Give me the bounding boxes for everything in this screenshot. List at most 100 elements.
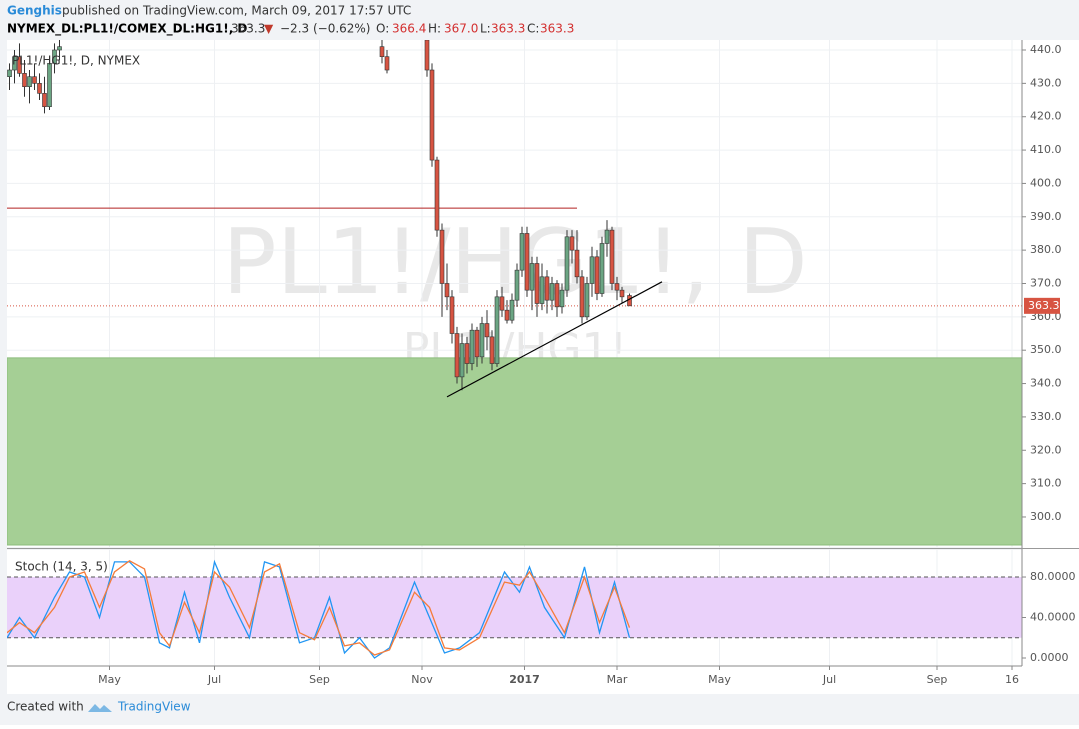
candle-body — [459, 343, 465, 378]
candle-body — [464, 343, 470, 364]
stoch-legend: Stoch (14, 3, 5) — [15, 560, 108, 574]
candle-body — [584, 283, 590, 318]
candle-body — [479, 323, 485, 358]
candle-body — [454, 333, 460, 378]
candle-body — [434, 159, 440, 231]
candle-body — [47, 63, 52, 108]
author[interactable]: Genghis — [7, 4, 62, 18]
candle-body — [544, 276, 550, 301]
h-label: H: — [428, 22, 441, 36]
x-tick-label: Mar — [607, 673, 628, 686]
last-price-label: 363.3 — [1028, 299, 1060, 312]
candle-body — [559, 289, 565, 308]
y-tick-label: 40.0000 — [1030, 611, 1076, 624]
candle-body — [614, 283, 620, 291]
stoch-line — [7, 560, 631, 656]
candle-body — [534, 263, 540, 304]
candle-body — [627, 295, 632, 307]
candle-body — [609, 229, 615, 284]
candle-body — [529, 263, 535, 291]
candle-body — [599, 243, 605, 294]
legend: PL1!/HG1!, D, NYMEX — [12, 54, 140, 68]
x-tick-label: 16 — [1005, 673, 1019, 686]
candle-body — [384, 56, 390, 71]
candle-body — [514, 269, 520, 301]
candle-body — [524, 233, 530, 291]
x-tick-label: May — [708, 673, 731, 686]
candle-body — [424, 40, 430, 71]
candle-body — [574, 249, 580, 278]
created-with: Created with — [7, 700, 84, 714]
candle-body — [519, 233, 525, 271]
candle-body — [7, 69, 12, 77]
arrow: ▼ — [264, 22, 274, 36]
candle-body — [509, 299, 515, 321]
candle-body — [27, 76, 32, 87]
candle-body — [37, 83, 42, 94]
candle-body — [444, 283, 450, 298]
candle-body — [499, 296, 505, 311]
o-label: O: — [376, 22, 389, 36]
logo — [88, 704, 112, 712]
y-tick-label: 420.0 — [1030, 110, 1062, 123]
x-tick-label: Nov — [411, 673, 433, 686]
y-tick-label: 340.0 — [1030, 377, 1062, 390]
y-tick-label: 0.0000 — [1030, 651, 1069, 664]
y-tick-label: 440.0 — [1030, 43, 1062, 56]
candle-body — [469, 329, 475, 364]
brand[interactable]: TradingView — [117, 700, 191, 714]
symbol: NYMEX_DL:PL1!/COMEX_DL:HG1!, D — [7, 22, 247, 37]
candle-body — [504, 309, 510, 321]
l-label: L: — [480, 22, 491, 36]
candle-body — [52, 49, 57, 64]
c-label: C: — [527, 22, 539, 36]
y-tick-label: 380.0 — [1030, 243, 1062, 256]
x-tick-label: Sep — [309, 673, 330, 686]
candle-body — [589, 256, 595, 284]
candle-body — [619, 289, 625, 298]
candle-body — [594, 256, 600, 294]
candle-body — [429, 69, 435, 161]
x-tick-label: Sep — [927, 673, 948, 686]
x-tick-label: 2017 — [509, 673, 540, 686]
candle-body — [42, 93, 47, 108]
candle-body — [57, 46, 62, 51]
y-tick-label: 300.0 — [1030, 510, 1062, 523]
price-axis — [1022, 40, 1079, 666]
y-tick-label: 310.0 — [1030, 477, 1062, 490]
y-tick-label: 370.0 — [1030, 276, 1062, 289]
candle-body — [579, 276, 585, 318]
candle-body — [554, 283, 560, 308]
candle-body — [484, 323, 490, 338]
l: 363.3 — [491, 22, 525, 36]
x-tick-label: Jul — [822, 673, 836, 686]
y-tick-label: 350.0 — [1030, 343, 1062, 356]
candle-body — [439, 229, 445, 284]
candle-body — [12, 56, 17, 71]
o: 366.4 — [392, 22, 426, 36]
trendline — [446, 281, 663, 398]
time-axis — [7, 666, 1079, 694]
candle-body — [449, 296, 455, 334]
candle-body — [32, 76, 37, 84]
y-tick-label: 430.0 — [1030, 76, 1062, 89]
change: −2.3 (−0.62%) — [280, 22, 371, 36]
candle-body — [22, 73, 27, 87]
candle-body — [549, 283, 555, 301]
x-tick-label: May — [98, 673, 121, 686]
stoch-clip — [7, 550, 1022, 666]
candle-body — [474, 329, 480, 358]
y-tick-label: 390.0 — [1030, 210, 1062, 223]
y-tick-label: 400.0 — [1030, 176, 1062, 189]
support-zone — [7, 357, 1022, 546]
candle-body — [539, 276, 545, 304]
y-tick-label: 80.0000 — [1030, 570, 1076, 583]
y-tick-label: 320.0 — [1030, 443, 1062, 456]
candle-body — [17, 56, 22, 74]
last: 363.3 — [231, 22, 265, 36]
candle-body — [564, 236, 570, 291]
